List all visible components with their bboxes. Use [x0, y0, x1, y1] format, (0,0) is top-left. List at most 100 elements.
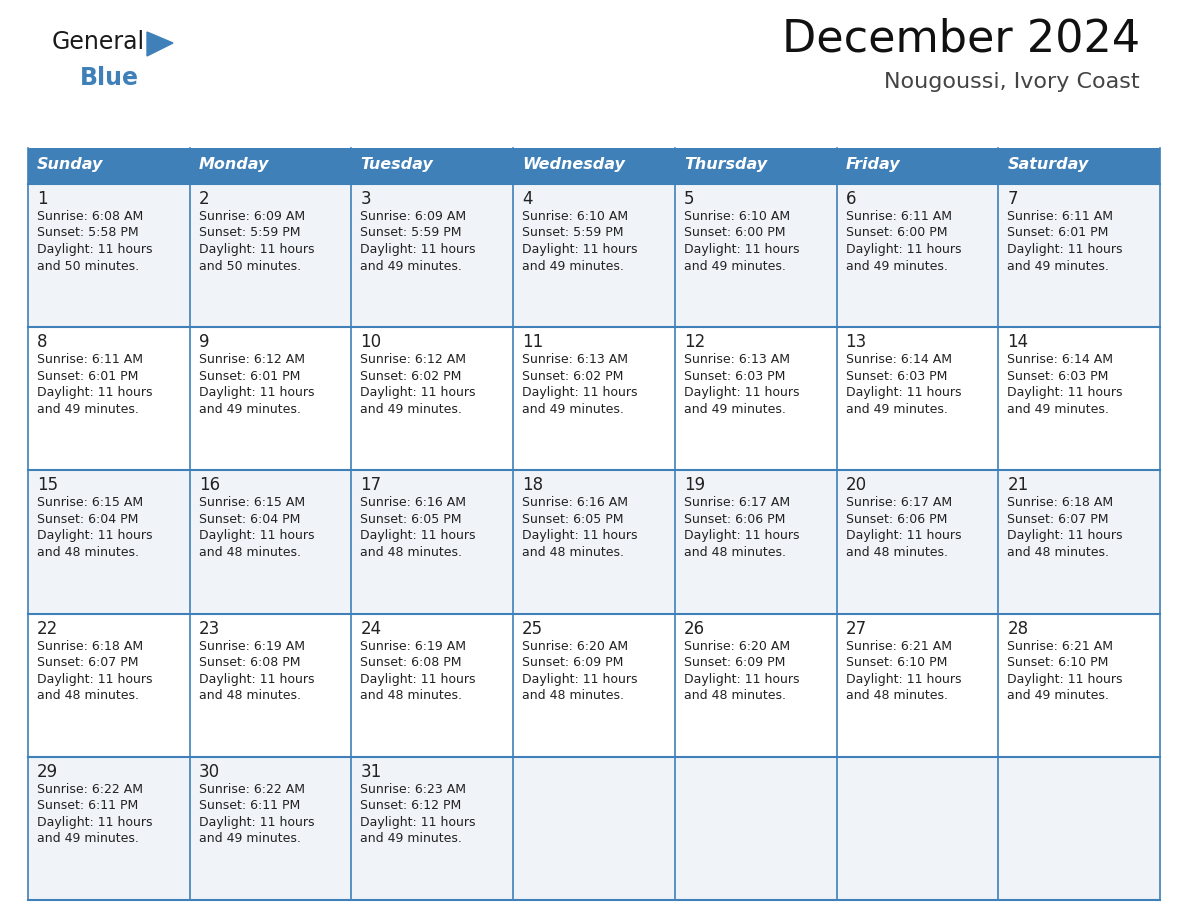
Text: Nougoussi, Ivory Coast: Nougoussi, Ivory Coast — [884, 72, 1140, 92]
Text: 8: 8 — [37, 333, 48, 352]
Text: Sunset: 6:00 PM: Sunset: 6:00 PM — [684, 227, 785, 240]
Text: Sunset: 6:07 PM: Sunset: 6:07 PM — [1007, 513, 1108, 526]
Text: and 49 minutes.: and 49 minutes. — [198, 833, 301, 845]
Text: 1: 1 — [37, 190, 48, 208]
Text: 3: 3 — [360, 190, 371, 208]
Text: Sunset: 6:09 PM: Sunset: 6:09 PM — [523, 656, 624, 669]
Text: Sunset: 6:02 PM: Sunset: 6:02 PM — [523, 370, 624, 383]
Text: General: General — [52, 30, 145, 54]
Text: and 48 minutes.: and 48 minutes. — [360, 689, 462, 702]
Text: Sunrise: 6:09 AM: Sunrise: 6:09 AM — [198, 210, 305, 223]
Text: and 49 minutes.: and 49 minutes. — [684, 260, 785, 273]
Text: 13: 13 — [846, 333, 867, 352]
Text: December 2024: December 2024 — [782, 18, 1140, 61]
Text: Sunrise: 6:15 AM: Sunrise: 6:15 AM — [198, 497, 305, 509]
Text: Wednesday: Wednesday — [523, 157, 625, 172]
Text: Sunset: 6:11 PM: Sunset: 6:11 PM — [198, 800, 299, 812]
Bar — [29, 613, 1159, 756]
Text: 17: 17 — [360, 476, 381, 495]
Text: Sunset: 5:59 PM: Sunset: 5:59 PM — [198, 227, 301, 240]
Text: and 48 minutes.: and 48 minutes. — [846, 689, 948, 702]
Text: Daylight: 11 hours: Daylight: 11 hours — [846, 673, 961, 686]
Text: and 48 minutes.: and 48 minutes. — [198, 689, 301, 702]
Text: Daylight: 11 hours: Daylight: 11 hours — [523, 530, 638, 543]
Text: 31: 31 — [360, 763, 381, 781]
Text: Sunset: 6:06 PM: Sunset: 6:06 PM — [684, 513, 785, 526]
Text: Daylight: 11 hours: Daylight: 11 hours — [1007, 386, 1123, 399]
Text: Sunrise: 6:12 AM: Sunrise: 6:12 AM — [198, 353, 304, 366]
Text: Sunrise: 6:16 AM: Sunrise: 6:16 AM — [360, 497, 467, 509]
Text: Sunset: 6:12 PM: Sunset: 6:12 PM — [360, 800, 462, 812]
Text: Sunrise: 6:17 AM: Sunrise: 6:17 AM — [846, 497, 952, 509]
Text: 22: 22 — [37, 620, 58, 638]
Text: and 48 minutes.: and 48 minutes. — [684, 546, 785, 559]
Text: Sunset: 6:09 PM: Sunset: 6:09 PM — [684, 656, 785, 669]
Text: Sunrise: 6:15 AM: Sunrise: 6:15 AM — [37, 497, 143, 509]
Text: Sunset: 6:01 PM: Sunset: 6:01 PM — [1007, 227, 1108, 240]
Text: and 49 minutes.: and 49 minutes. — [523, 403, 624, 416]
Text: Saturday: Saturday — [1007, 157, 1088, 172]
Text: Daylight: 11 hours: Daylight: 11 hours — [360, 673, 476, 686]
Text: Daylight: 11 hours: Daylight: 11 hours — [1007, 243, 1123, 256]
Text: Daylight: 11 hours: Daylight: 11 hours — [523, 243, 638, 256]
Text: Sunset: 5:59 PM: Sunset: 5:59 PM — [523, 227, 624, 240]
Text: 12: 12 — [684, 333, 706, 352]
Text: Sunset: 6:08 PM: Sunset: 6:08 PM — [198, 656, 301, 669]
Text: 29: 29 — [37, 763, 58, 781]
Text: Sunrise: 6:12 AM: Sunrise: 6:12 AM — [360, 353, 467, 366]
Text: and 48 minutes.: and 48 minutes. — [37, 689, 139, 702]
Text: Sunset: 6:05 PM: Sunset: 6:05 PM — [360, 513, 462, 526]
Text: Sunrise: 6:10 AM: Sunrise: 6:10 AM — [523, 210, 628, 223]
Text: and 49 minutes.: and 49 minutes. — [846, 403, 948, 416]
Text: Sunrise: 6:18 AM: Sunrise: 6:18 AM — [1007, 497, 1113, 509]
Text: Monday: Monday — [198, 157, 270, 172]
Text: Sunset: 6:01 PM: Sunset: 6:01 PM — [198, 370, 301, 383]
Text: and 49 minutes.: and 49 minutes. — [37, 403, 139, 416]
Text: 14: 14 — [1007, 333, 1029, 352]
Text: Sunset: 5:59 PM: Sunset: 5:59 PM — [360, 227, 462, 240]
Text: Sunrise: 6:20 AM: Sunrise: 6:20 AM — [523, 640, 628, 653]
Text: and 49 minutes.: and 49 minutes. — [360, 833, 462, 845]
Text: 19: 19 — [684, 476, 704, 495]
Text: and 49 minutes.: and 49 minutes. — [198, 403, 301, 416]
Text: and 48 minutes.: and 48 minutes. — [37, 546, 139, 559]
Text: Sunrise: 6:11 AM: Sunrise: 6:11 AM — [846, 210, 952, 223]
Text: 25: 25 — [523, 620, 543, 638]
Text: 7: 7 — [1007, 190, 1018, 208]
Text: Sunrise: 6:13 AM: Sunrise: 6:13 AM — [684, 353, 790, 366]
Text: Daylight: 11 hours: Daylight: 11 hours — [684, 243, 800, 256]
Text: 20: 20 — [846, 476, 867, 495]
Text: Daylight: 11 hours: Daylight: 11 hours — [360, 816, 476, 829]
Text: and 48 minutes.: and 48 minutes. — [198, 546, 301, 559]
Text: 2: 2 — [198, 190, 209, 208]
Text: Daylight: 11 hours: Daylight: 11 hours — [37, 673, 152, 686]
Text: 30: 30 — [198, 763, 220, 781]
Text: 21: 21 — [1007, 476, 1029, 495]
Text: Daylight: 11 hours: Daylight: 11 hours — [1007, 673, 1123, 686]
Text: Sunday: Sunday — [37, 157, 103, 172]
Text: Daylight: 11 hours: Daylight: 11 hours — [360, 386, 476, 399]
Text: Sunset: 6:11 PM: Sunset: 6:11 PM — [37, 800, 138, 812]
Text: Daylight: 11 hours: Daylight: 11 hours — [846, 530, 961, 543]
Text: 10: 10 — [360, 333, 381, 352]
Text: Sunrise: 6:13 AM: Sunrise: 6:13 AM — [523, 353, 628, 366]
Text: Daylight: 11 hours: Daylight: 11 hours — [198, 386, 314, 399]
Text: and 48 minutes.: and 48 minutes. — [1007, 546, 1110, 559]
Text: Daylight: 11 hours: Daylight: 11 hours — [198, 243, 314, 256]
Text: and 49 minutes.: and 49 minutes. — [1007, 403, 1110, 416]
Text: Sunset: 6:10 PM: Sunset: 6:10 PM — [1007, 656, 1108, 669]
Text: and 50 minutes.: and 50 minutes. — [37, 260, 139, 273]
Text: Sunset: 6:00 PM: Sunset: 6:00 PM — [846, 227, 947, 240]
Text: Sunrise: 6:19 AM: Sunrise: 6:19 AM — [198, 640, 304, 653]
Text: Daylight: 11 hours: Daylight: 11 hours — [523, 673, 638, 686]
Text: Daylight: 11 hours: Daylight: 11 hours — [37, 243, 152, 256]
Text: 11: 11 — [523, 333, 543, 352]
Text: 18: 18 — [523, 476, 543, 495]
Text: Sunrise: 6:17 AM: Sunrise: 6:17 AM — [684, 497, 790, 509]
Text: and 49 minutes.: and 49 minutes. — [684, 403, 785, 416]
Text: and 49 minutes.: and 49 minutes. — [360, 260, 462, 273]
Text: Sunset: 5:58 PM: Sunset: 5:58 PM — [37, 227, 139, 240]
Bar — [675, 148, 836, 184]
Text: Daylight: 11 hours: Daylight: 11 hours — [1007, 530, 1123, 543]
Text: 6: 6 — [846, 190, 857, 208]
